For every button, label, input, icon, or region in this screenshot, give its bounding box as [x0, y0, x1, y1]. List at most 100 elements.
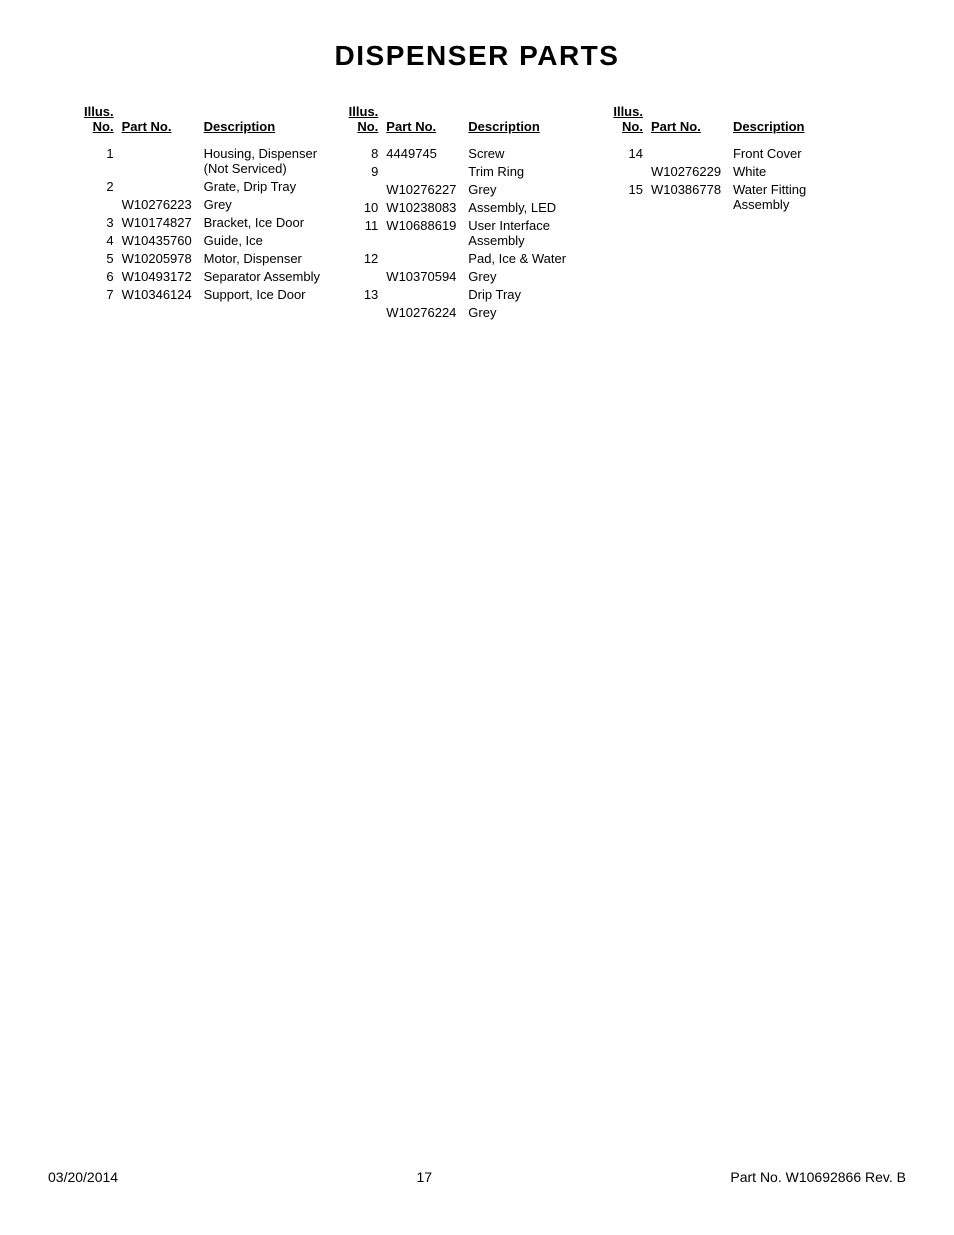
cell-part: 4449745 [382, 144, 464, 162]
table-row: 2 Grate, Drip Tray [80, 177, 335, 195]
cell-desc: Water Fitting Assembly [729, 180, 864, 213]
page-footer: 03/20/2014 17 Part No. W10692866 Rev. B [0, 1169, 954, 1185]
footer-part-info: Part No. W10692866 Rev. B [730, 1169, 906, 1185]
cell-illus [345, 267, 383, 285]
cell-part: W10276224 [382, 303, 464, 321]
parts-table-1: Illus.No. Part No. Description 1 Housing,… [80, 102, 335, 303]
cell-part: W10493172 [118, 267, 200, 285]
footer-date: 03/20/2014 [48, 1169, 118, 1185]
col-header-part: Part No. [382, 102, 464, 144]
footer-page-num: 17 [416, 1169, 432, 1185]
table-row: 5W10205978Motor, Dispenser [80, 249, 335, 267]
table-row: 14 Front Cover [609, 144, 864, 162]
table-row: 1 Housing, Dispenser (Not Serviced) [80, 144, 335, 177]
cell-part [118, 177, 200, 195]
cell-desc: Guide, Ice [200, 231, 335, 249]
table-row: 84449745Screw [345, 144, 600, 162]
col-header-illus: Illus.No. [345, 102, 383, 144]
cell-illus: 15 [609, 180, 647, 213]
cell-desc: Bracket, Ice Door [200, 213, 335, 231]
col-header-desc: Description [464, 102, 599, 144]
parts-tbody-3: 14Front CoverW10276229White15W10386778Wa… [609, 144, 864, 213]
cell-desc: Grey [464, 303, 599, 321]
col-header-illus: Illus.No. [80, 102, 118, 144]
parts-table-3: Illus.No. Part No. Description 14 Front C… [609, 102, 864, 213]
cell-part [647, 144, 729, 162]
table-row: 12Pad, Ice & Water [345, 249, 600, 267]
table-row: 13Drip Tray [345, 285, 600, 303]
cell-illus: 10 [345, 198, 383, 216]
col-header-part: Part No. [647, 102, 729, 144]
cell-desc: Pad, Ice & Water [464, 249, 599, 267]
table-row: 4W10435760Guide, Ice [80, 231, 335, 249]
cell-illus: 3 [80, 213, 118, 231]
cell-desc: Front Cover [729, 144, 864, 162]
cell-desc: Grate, Drip Tray [200, 177, 335, 195]
table-row: 11W10688619User Interface Assembly [345, 216, 600, 249]
table-row: W10276224Grey [345, 303, 600, 321]
cell-desc: Housing, Dispenser (Not Serviced) [200, 144, 335, 177]
cell-part: W10386778 [647, 180, 729, 213]
cell-desc: Support, Ice Door [200, 285, 335, 303]
table-row: 7W10346124Support, Ice Door [80, 285, 335, 303]
parts-column-2: Illus.No. Part No. Description 84449745S… [345, 102, 610, 321]
cell-desc: Grey [464, 180, 599, 198]
cell-illus [345, 180, 383, 198]
cell-part: W10174827 [118, 213, 200, 231]
table-row: 15W10386778Water Fitting Assembly [609, 180, 864, 213]
page-title: DISPENSER PARTS [0, 0, 954, 102]
col-header-desc: Description [729, 102, 864, 144]
cell-part: W10435760 [118, 231, 200, 249]
cell-desc: Drip Tray [464, 285, 599, 303]
cell-part: W10276223 [118, 195, 200, 213]
col-header-illus: Illus.No. [609, 102, 647, 144]
cell-illus [80, 195, 118, 213]
cell-illus: 14 [609, 144, 647, 162]
cell-illus: 6 [80, 267, 118, 285]
table-row: W10276227Grey [345, 180, 600, 198]
parts-column-3: Illus.No. Part No. Description 14 Front C… [609, 102, 874, 321]
cell-desc: Trim Ring [464, 162, 599, 180]
cell-part [118, 144, 200, 177]
cell-desc: White [729, 162, 864, 180]
cell-illus: 5 [80, 249, 118, 267]
parts-table-2: Illus.No. Part No. Description 84449745S… [345, 102, 600, 321]
cell-desc: Motor, Dispenser [200, 249, 335, 267]
cell-part: W10205978 [118, 249, 200, 267]
table-row: W10370594Grey [345, 267, 600, 285]
cell-part [382, 249, 464, 267]
cell-desc: User Interface Assembly [464, 216, 599, 249]
cell-part [382, 162, 464, 180]
cell-part: W10276227 [382, 180, 464, 198]
cell-part: W10346124 [118, 285, 200, 303]
cell-desc: Grey [200, 195, 335, 213]
parts-tbody-1: 1 Housing, Dispenser (Not Serviced) 2 Grate… [80, 144, 335, 303]
cell-desc: Grey [464, 267, 599, 285]
cell-illus: 4 [80, 231, 118, 249]
table-row: 9 Trim Ring [345, 162, 600, 180]
table-row: 3W10174827Bracket, Ice Door [80, 213, 335, 231]
cell-desc: Separator Assembly [200, 267, 335, 285]
cell-part: W10276229 [647, 162, 729, 180]
parts-columns: Illus.No. Part No. Description 1 Housing,… [0, 102, 954, 321]
cell-illus [345, 303, 383, 321]
cell-illus: 2 [80, 177, 118, 195]
cell-illus: 8 [345, 144, 383, 162]
cell-part: W10370594 [382, 267, 464, 285]
cell-desc: Screw [464, 144, 599, 162]
parts-tbody-2: 84449745Screw9Trim RingW10276227Grey10W1… [345, 144, 600, 321]
parts-column-1: Illus.No. Part No. Description 1 Housing,… [80, 102, 345, 321]
table-row: 10W10238083Assembly, LED [345, 198, 600, 216]
table-row: W10276223Grey [80, 195, 335, 213]
cell-desc: Assembly, LED [464, 198, 599, 216]
cell-illus [609, 162, 647, 180]
col-header-part: Part No. [118, 102, 200, 144]
table-row: 6W10493172Separator Assembly [80, 267, 335, 285]
cell-illus: 7 [80, 285, 118, 303]
cell-illus: 9 [345, 162, 383, 180]
cell-illus: 11 [345, 216, 383, 249]
cell-illus: 1 [80, 144, 118, 177]
cell-part: W10238083 [382, 198, 464, 216]
col-header-desc: Description [200, 102, 335, 144]
cell-part [382, 285, 464, 303]
